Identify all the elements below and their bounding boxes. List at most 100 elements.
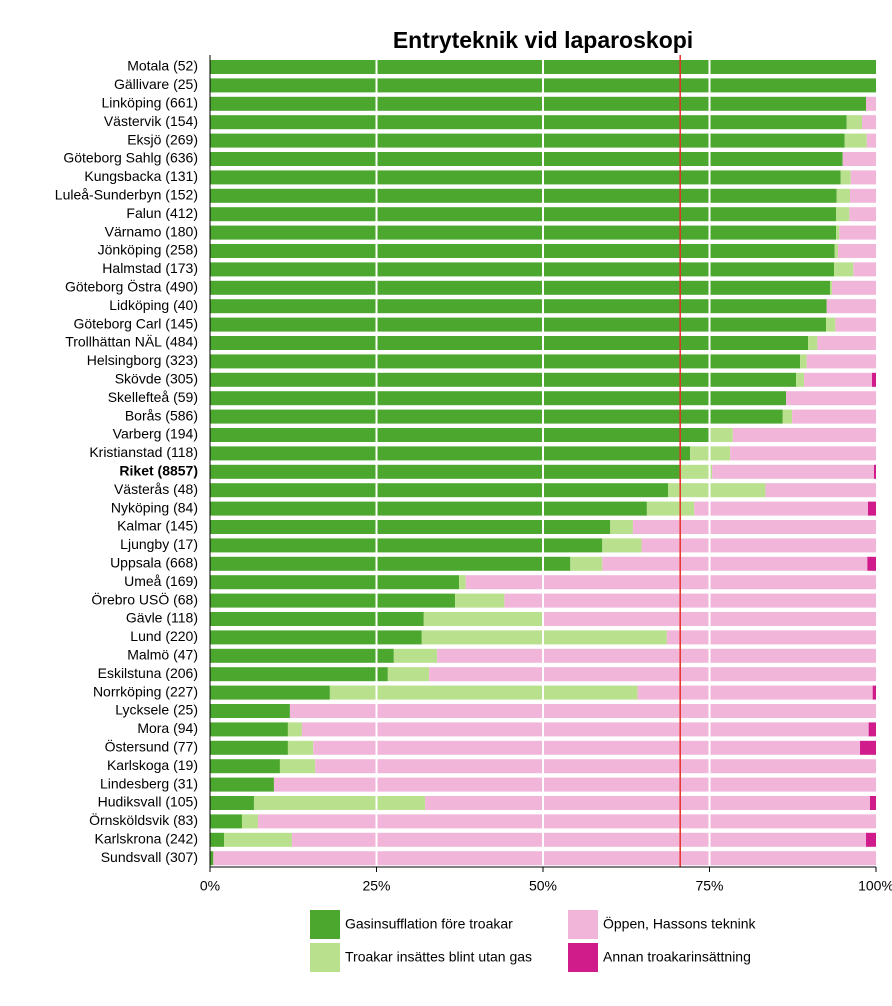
y-tick-label: Örebro USÖ (68) bbox=[91, 590, 198, 607]
bar-segment bbox=[393, 648, 438, 663]
bar-segment bbox=[732, 428, 876, 442]
bar-segment bbox=[287, 740, 314, 755]
bar-segment bbox=[210, 777, 274, 792]
bar-segment bbox=[421, 630, 667, 645]
bar-segment bbox=[632, 520, 876, 534]
legend-swatch bbox=[310, 943, 340, 972]
y-tick-label: Eksjö (269) bbox=[127, 131, 198, 147]
bar-segment bbox=[641, 538, 876, 553]
y-tick-label: Lindesberg (31) bbox=[100, 775, 198, 791]
bar-segment bbox=[210, 556, 571, 571]
bar-segment bbox=[866, 133, 876, 148]
bar-segment bbox=[826, 299, 876, 314]
bar-segment bbox=[210, 262, 835, 277]
chart-title: Entryteknik vid laparoskopi bbox=[393, 27, 693, 53]
x-tick-label: 25% bbox=[362, 878, 390, 894]
bar-segment bbox=[570, 556, 603, 571]
bar-segment bbox=[765, 483, 876, 498]
y-tick-label: Motala (52) bbox=[127, 58, 198, 74]
y-tick-label: Riket (8857) bbox=[119, 463, 198, 479]
bar-segment bbox=[241, 814, 258, 829]
bar-segment bbox=[210, 354, 801, 369]
y-tick-label: Karlskoga (19) bbox=[107, 757, 198, 773]
legend-label: Troakar insättes blint utan gas bbox=[345, 949, 532, 965]
y-tick-label: Örnsköldsvik (83) bbox=[89, 811, 198, 828]
x-tick-label: 0% bbox=[200, 878, 220, 894]
bar-segment bbox=[836, 225, 840, 240]
bar-segment bbox=[808, 336, 818, 350]
bar-segment bbox=[210, 207, 837, 222]
bar-segment bbox=[253, 796, 426, 810]
legend-label: Annan troakarinsättning bbox=[603, 949, 751, 965]
bar-segment bbox=[210, 814, 242, 829]
bar-segment bbox=[210, 722, 288, 737]
bar-segment bbox=[210, 372, 797, 387]
bar-segment bbox=[210, 740, 288, 755]
y-tick-label: Lund (220) bbox=[130, 628, 198, 644]
y-tick-label: Borås (586) bbox=[125, 407, 198, 423]
x-tick-label: 75% bbox=[695, 878, 723, 894]
legend-label: Öppen, Hassons teknink bbox=[603, 915, 757, 932]
bar-segment bbox=[800, 354, 807, 369]
y-tick-label: Östersund (77) bbox=[105, 738, 198, 755]
bar-segment bbox=[840, 170, 851, 185]
y-tick-label: Eskilstuna (206) bbox=[98, 665, 198, 681]
bar-segment bbox=[223, 832, 292, 847]
bar-segment bbox=[279, 759, 316, 774]
y-tick-label: Göteborg Carl (145) bbox=[73, 315, 198, 331]
y-tick-label: Nyköping (84) bbox=[111, 499, 198, 515]
bar-segment bbox=[602, 556, 868, 571]
y-tick-label: Göteborg Östra (490) bbox=[65, 278, 198, 295]
bar-segment bbox=[846, 115, 863, 130]
bar-segment bbox=[210, 133, 845, 148]
bar-segment bbox=[301, 722, 869, 737]
bar-segment bbox=[465, 575, 876, 590]
y-tick-label: Västervik (154) bbox=[104, 113, 198, 129]
bar-segment bbox=[826, 317, 836, 332]
bar-segment bbox=[668, 483, 766, 498]
bar-segment bbox=[210, 501, 647, 516]
bar-segment bbox=[792, 409, 876, 424]
bar-segment bbox=[210, 409, 783, 424]
bar-segment bbox=[796, 372, 805, 387]
bar-segment bbox=[874, 464, 876, 479]
bar-segment bbox=[210, 115, 847, 130]
bar-segment bbox=[838, 244, 876, 258]
bar-segment bbox=[842, 152, 876, 166]
bar-segment bbox=[291, 832, 867, 847]
bar-segment bbox=[868, 722, 876, 737]
bar-segment bbox=[694, 501, 869, 516]
y-tick-label: Falun (412) bbox=[126, 205, 198, 221]
y-tick-label: Mora (94) bbox=[137, 720, 198, 736]
bar-segment bbox=[210, 520, 611, 534]
y-tick-label: Göteborg Sahlg (636) bbox=[63, 150, 198, 166]
bar-segment bbox=[834, 244, 839, 258]
bar-segment bbox=[210, 538, 603, 553]
bar-segment bbox=[860, 740, 876, 755]
y-tick-label: Kristianstad (118) bbox=[89, 444, 198, 460]
y-tick-label: Lycksele (25) bbox=[115, 702, 198, 718]
x-tick-label: 50% bbox=[529, 878, 557, 894]
bar-segment bbox=[210, 759, 280, 774]
bar-segment bbox=[835, 317, 876, 332]
bar-segment bbox=[210, 612, 424, 626]
bar-segment bbox=[836, 188, 851, 203]
y-tick-label: Halmstad (173) bbox=[102, 260, 198, 276]
legend-swatch bbox=[568, 910, 598, 939]
y-tick-label: Trollhättan NÄL (484) bbox=[65, 334, 198, 350]
bar-segment bbox=[210, 796, 254, 810]
bar-segment bbox=[817, 336, 876, 350]
bar-segment bbox=[210, 170, 841, 185]
bar-segment bbox=[782, 409, 793, 424]
bar-segment bbox=[459, 575, 466, 590]
bar-segment bbox=[730, 446, 876, 461]
y-tick-label: Varberg (194) bbox=[113, 426, 198, 442]
bar-segment bbox=[210, 317, 827, 332]
bar-segment bbox=[806, 354, 876, 369]
bar-segment bbox=[836, 207, 850, 222]
y-tick-label: Skövde (305) bbox=[115, 371, 198, 387]
bar-segment bbox=[210, 630, 422, 645]
bar-segment bbox=[870, 796, 876, 810]
bar-segment bbox=[872, 372, 876, 387]
